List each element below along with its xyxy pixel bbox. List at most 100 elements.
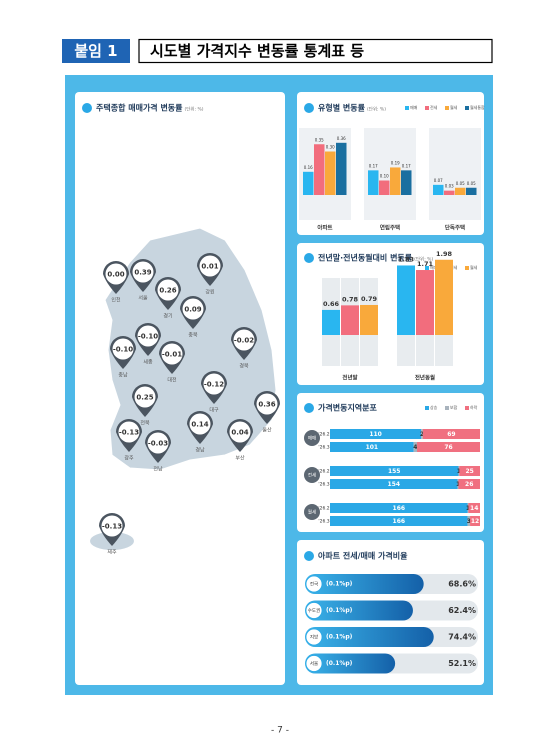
legend-label: 매매 — [430, 264, 438, 270]
category-label: 전년동월 — [415, 374, 435, 382]
segment — [330, 466, 459, 476]
pin-face — [112, 338, 134, 360]
segment-label: 1 — [466, 505, 470, 512]
region-name: 경기 — [163, 313, 172, 320]
legend-swatch — [465, 106, 469, 110]
bar — [401, 170, 412, 195]
dist-card — [297, 393, 484, 532]
category-label: 전년말 — [342, 374, 357, 382]
period-label: '26.3 — [318, 482, 329, 488]
region-value: -0.01 — [162, 351, 182, 359]
pin-face — [189, 413, 211, 435]
segment-label: 26 — [465, 481, 473, 488]
region-name: 부산 — [235, 455, 245, 462]
segment-label: 166 — [393, 518, 406, 525]
change-label: (0.1%p) — [326, 634, 353, 641]
value-label: 68.6% — [448, 580, 476, 589]
bar — [305, 653, 396, 674]
region-label: 전국 — [310, 581, 318, 588]
segment-label: 101 — [366, 444, 379, 451]
value-label: 0.19 — [391, 160, 400, 165]
region-value: 0.26 — [159, 287, 176, 295]
card-title: 유형별 변동률 — [318, 103, 366, 113]
bar — [360, 304, 378, 335]
region-badge — [305, 628, 323, 646]
region-badge — [305, 602, 323, 619]
card-icon — [82, 103, 92, 113]
segment-label: 154 — [388, 481, 401, 488]
region-badge — [305, 575, 323, 593]
segment-label: 1 — [457, 468, 461, 475]
bar — [303, 171, 314, 195]
period-label: '26.2 — [318, 432, 329, 438]
region-name: 대구 — [209, 407, 219, 414]
legend-label: 월세통합 — [470, 104, 485, 110]
change-label: (0.1%p) — [326, 581, 353, 588]
page-title: 시도별 가격지수 변동률 통계표 등 — [150, 42, 364, 60]
period-label: '26.3 — [318, 519, 329, 525]
region-value: 0.36 — [258, 401, 275, 409]
legend-swatch — [425, 106, 429, 110]
card-unit: (단위: %) — [414, 256, 433, 263]
pin-face — [132, 261, 154, 283]
segment-label: 69 — [447, 431, 455, 438]
pin-face — [256, 393, 278, 415]
bar — [455, 187, 466, 195]
segment — [413, 442, 418, 452]
segment-label: 166 — [393, 505, 406, 512]
region-value: 0.09 — [184, 306, 201, 314]
pin-face — [137, 325, 159, 347]
legend-label: 매매 — [410, 104, 418, 110]
card-title: 주택종합 매매가격 변동률 — [96, 103, 183, 113]
group-badge — [304, 504, 320, 520]
region-value: -0.03 — [148, 440, 168, 448]
pin-face — [101, 515, 123, 537]
group-label: 전세 — [308, 472, 316, 479]
region-value: 0.04 — [231, 429, 248, 437]
group-label: 매매 — [308, 435, 316, 442]
legend-label: 상승 — [430, 404, 438, 410]
value-label: 0.07 — [434, 178, 443, 183]
card-icon — [304, 253, 314, 263]
change-label: (0.1%p) — [326, 607, 353, 614]
value-label: 1.71 — [417, 260, 434, 268]
legend-label: 월세 — [470, 264, 478, 270]
region-value: 0.25 — [136, 394, 153, 402]
value-label: 0.17 — [402, 163, 411, 168]
region-name: 강원 — [205, 289, 215, 296]
page-number: - 7 - — [271, 726, 289, 736]
card-title: 전년말·전년동월대비 변동률 — [318, 253, 413, 263]
segment — [458, 479, 480, 489]
region-value: 0.14 — [191, 421, 208, 429]
bar — [305, 600, 413, 621]
value-label: 0.36 — [337, 136, 346, 141]
bar — [322, 309, 340, 335]
region-name: 인천 — [111, 297, 121, 304]
region-value: -0.13 — [102, 523, 122, 531]
change-label: (0.1%p) — [326, 660, 353, 667]
region-name: 전북 — [140, 420, 150, 427]
segment-label: 155 — [388, 468, 401, 475]
pin-face — [203, 373, 225, 395]
group-badge — [304, 467, 320, 483]
segment-label: 2 — [420, 431, 424, 438]
segment-label: 12 — [471, 518, 479, 525]
value-label: 1.83 — [398, 255, 414, 263]
legend-label: 하락 — [470, 404, 478, 410]
period-label: '26.2 — [318, 469, 329, 475]
segment — [330, 516, 468, 526]
bar — [390, 167, 401, 195]
legend-swatch — [445, 106, 449, 110]
region-label: 지방 — [310, 634, 318, 641]
card-icon — [304, 403, 314, 413]
value-label: 0.10 — [380, 174, 389, 179]
card-unit: (단위: %) — [185, 106, 204, 113]
group-bg — [429, 128, 481, 220]
category-label: 단독주택 — [445, 224, 465, 232]
segment-label: 1 — [456, 481, 460, 488]
segment-label: 25 — [465, 468, 473, 475]
bar — [433, 184, 444, 195]
region-value: -0.10 — [113, 346, 133, 354]
pin-face — [157, 279, 179, 301]
